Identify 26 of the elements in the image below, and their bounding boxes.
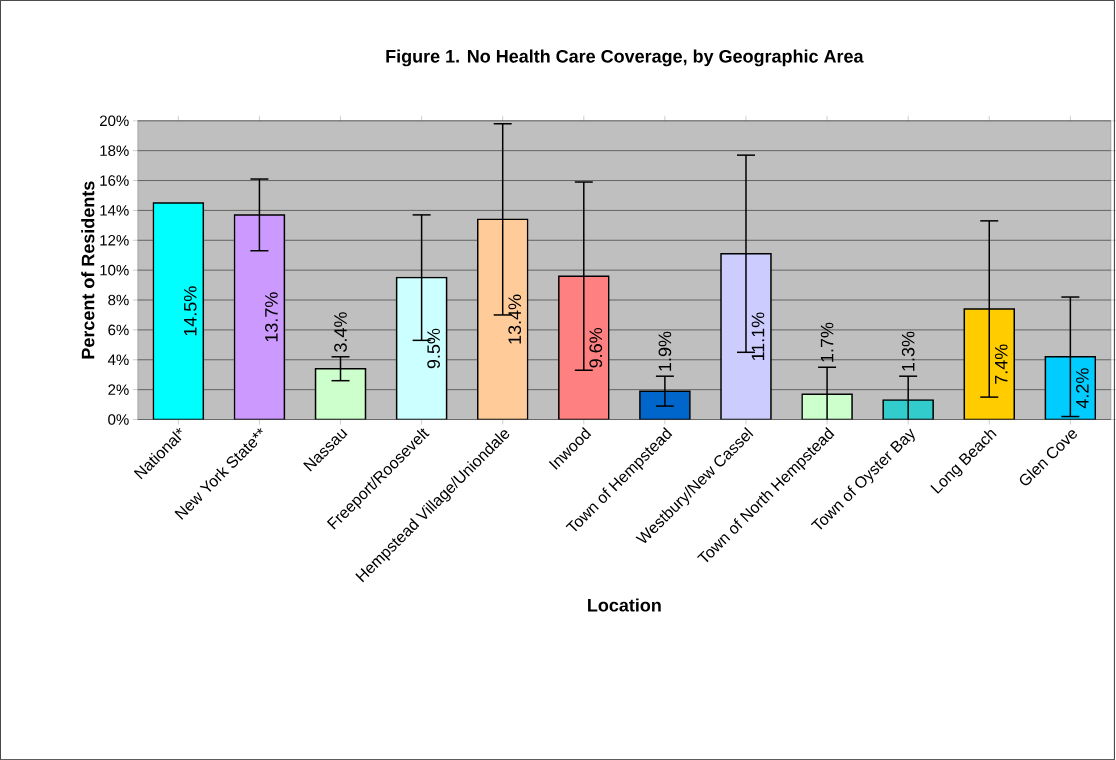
y-tick-label: 16% <box>100 175 129 186</box>
y-axis-title: Percent of Residents <box>81 181 95 359</box>
y-tick-label: 20% <box>100 115 129 127</box>
data-label: 9.5% <box>427 328 440 369</box>
data-label: 1.7% <box>820 322 834 362</box>
y-tick-label: 0% <box>108 414 129 425</box>
chart-title: Figure 1. No Health Care Coverage, by Geographic Area <box>386 49 864 67</box>
data-label: 4.2% <box>1076 368 1089 409</box>
y-tick-label: 14% <box>100 205 129 216</box>
data-label: 13.7% <box>265 292 278 342</box>
y-tick-label: 2% <box>108 384 129 395</box>
data-label: 14.5% <box>183 286 197 336</box>
data-label: 1.9% <box>658 331 672 371</box>
y-tick-label: 10% <box>100 264 129 276</box>
y-tick-label: 6% <box>108 324 129 336</box>
y-tick-label: 12% <box>100 234 129 246</box>
y-tick-label: 8% <box>108 294 129 306</box>
data-label: 11.1% <box>751 312 765 361</box>
data-label: 3.4% <box>334 312 347 352</box>
data-label: 7.4% <box>994 344 1008 384</box>
data-label: 1.3% <box>901 331 915 371</box>
x-axis-title: Location <box>588 598 661 612</box>
y-tick-label: 18% <box>100 145 129 156</box>
y-tick-label: 4% <box>107 354 129 365</box>
data-label: 9.6% <box>589 327 603 368</box>
data-label: 13.4% <box>508 294 522 344</box>
